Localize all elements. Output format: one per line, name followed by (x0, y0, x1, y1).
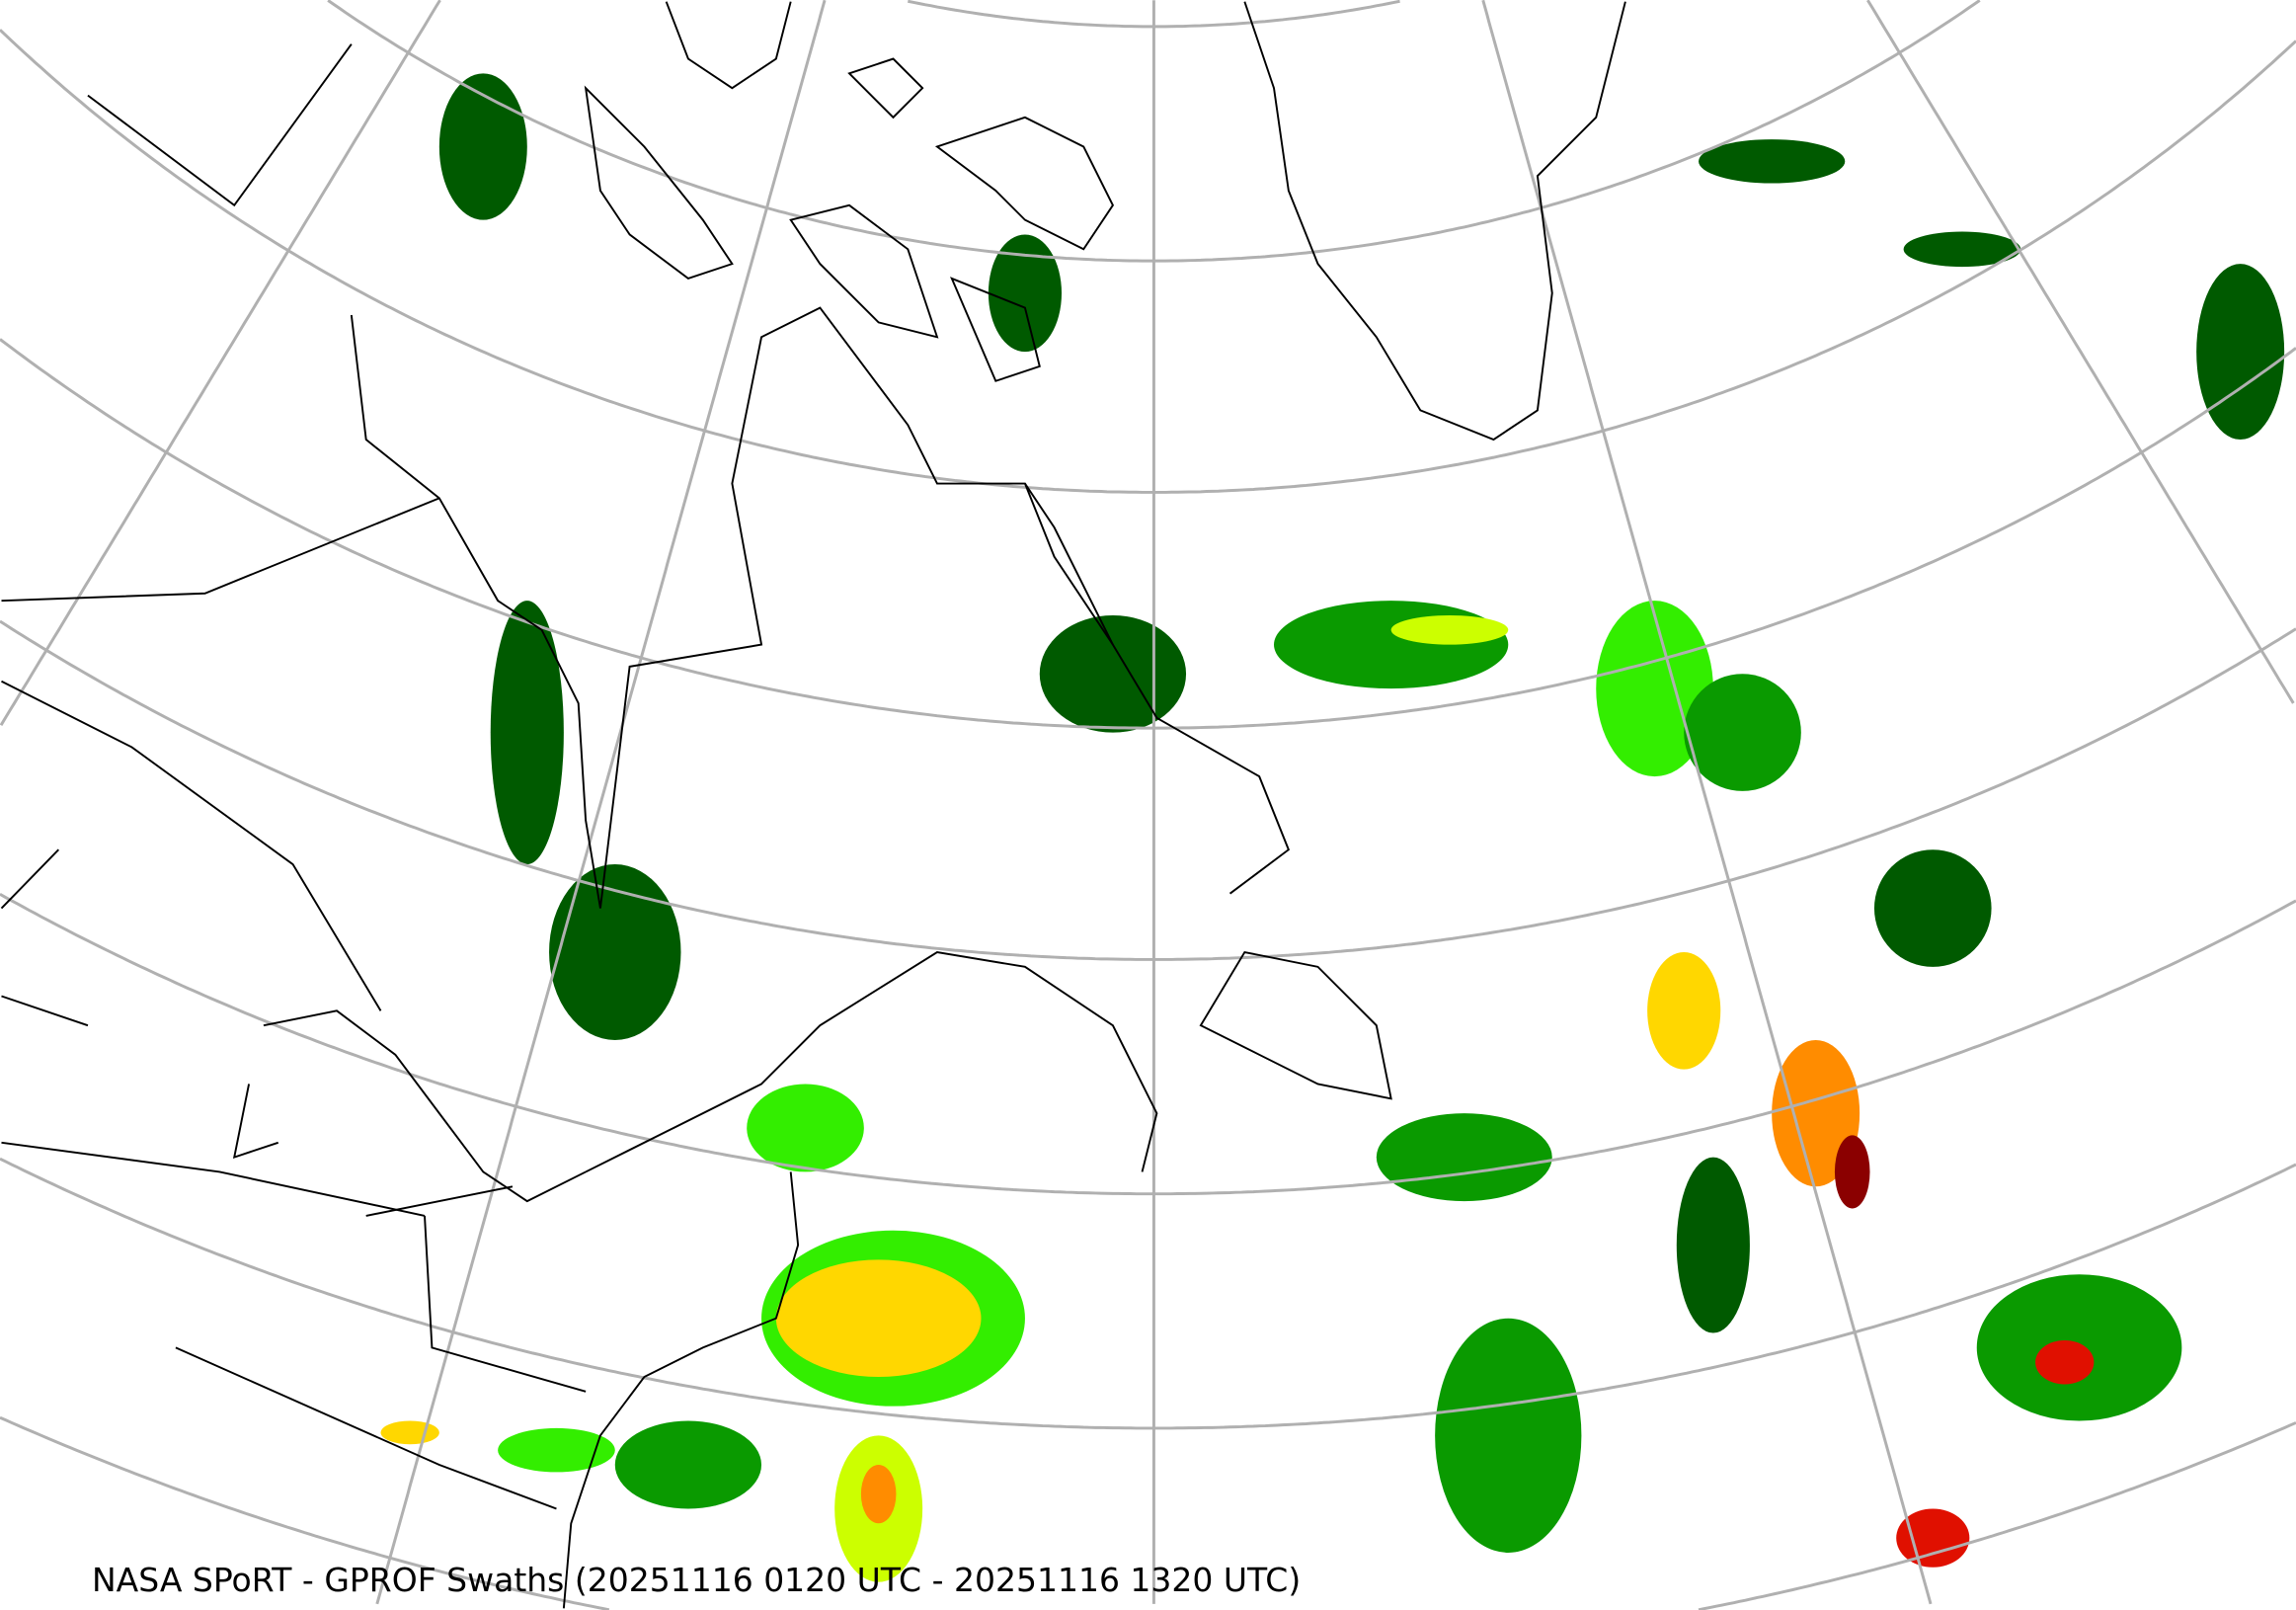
longitude-line (0, 0, 441, 726)
precip-cell (1684, 674, 1801, 791)
precip-cell (498, 1427, 615, 1473)
latitude-line (1698, 1421, 2296, 1610)
border-canada-us (1, 680, 382, 1011)
border-provinces (0, 43, 587, 1510)
latitude-line (0, 619, 2296, 961)
precip-cell (1435, 1318, 1582, 1553)
precip-cell (860, 1464, 897, 1524)
precip-cell (2196, 264, 2285, 441)
precip-cell (490, 601, 564, 865)
precip-cell (775, 1259, 982, 1378)
precip-cell (1376, 1113, 1552, 1202)
precip-cell (1699, 139, 1846, 184)
latitude-line (0, 893, 2296, 1196)
precip-cell (1896, 1508, 1970, 1568)
precip-cell (438, 73, 527, 220)
precipitation-layer (380, 73, 2285, 1582)
coastlines-borders (0, 1, 1626, 1609)
arctic-islands (584, 1, 1115, 382)
precip-cell (1274, 601, 1509, 689)
coastline-east-us (562, 1171, 800, 1609)
precip-cell (2035, 1339, 2095, 1385)
precip-cell (1834, 1135, 1870, 1209)
precip-cell (747, 1084, 864, 1172)
precip-cell (1390, 614, 1509, 645)
precip-cell (1873, 849, 1992, 967)
precip-cell (988, 234, 1063, 353)
coastline-greenland (1243, 1, 1626, 442)
coastline-labrador (1024, 483, 1114, 646)
map-title: NASA SPoRT - GPROF Swaths (20251116 0120… (92, 1561, 1302, 1599)
longitude-line (375, 0, 827, 1605)
longitude-line (1481, 0, 1933, 1605)
precip-cell (1039, 614, 1187, 733)
great-lakes (232, 1009, 587, 1217)
precip-cell (1647, 952, 1721, 1070)
coastline-newfoundland (1199, 950, 1392, 1100)
latitude-line (0, 29, 2296, 494)
longitude-line (1866, 0, 2295, 704)
coastline-hudson-bay (350, 306, 1291, 909)
precip-cell (1772, 1039, 1861, 1187)
precip-cell (1676, 1157, 1750, 1333)
precip-cell (380, 1420, 439, 1445)
precip-cell (549, 864, 681, 1040)
precip-cell (614, 1420, 762, 1509)
precip-cell (1903, 231, 2021, 268)
latitude-line (0, 338, 2296, 730)
latitude-line (0, 1157, 2296, 1430)
latitude-line (0, 1415, 610, 1610)
coastline-st-lawrence (585, 951, 1158, 1173)
